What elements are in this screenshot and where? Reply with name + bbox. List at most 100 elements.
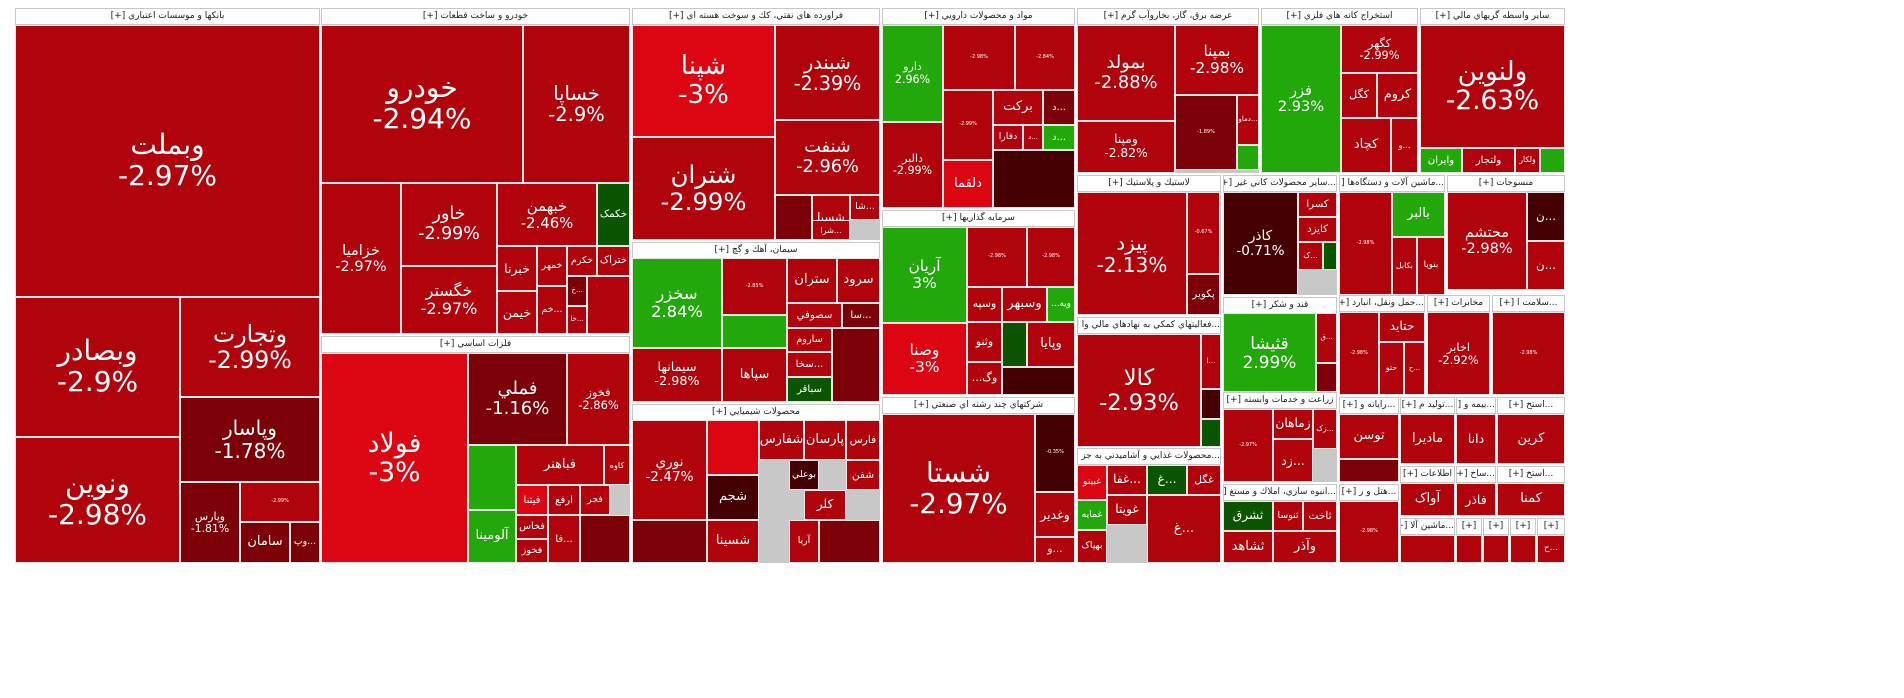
stock-tile[interactable]: ولنوين -2.63%	[1420, 25, 1565, 148]
stock-tile[interactable]: شرا...	[812, 220, 850, 240]
stock-tile[interactable]: -2.98%	[1339, 192, 1392, 295]
stock-tile[interactable]: غ...	[1147, 495, 1221, 563]
stock-tile[interactable]: فزر 2.93%	[1261, 25, 1341, 173]
sector-title-expand[interactable]: زراعت و خدمات وابسته [+]	[1224, 393, 1336, 408]
stock-tile[interactable]	[1002, 367, 1075, 395]
stock-tile[interactable]	[1316, 363, 1337, 392]
sector-title-expand[interactable]: ...هتل و ر [+]	[1340, 485, 1398, 500]
stock-tile[interactable]: کگل	[1341, 73, 1377, 118]
stock-tile[interactable]: زک...	[1313, 409, 1337, 449]
stock-tile[interactable]: -2.97%	[1223, 409, 1273, 482]
stock-tile[interactable]: حتايد	[1379, 312, 1425, 342]
stock-tile[interactable]	[1002, 322, 1027, 367]
stock-tile[interactable]: دارو 2.96%	[882, 25, 943, 122]
stock-tile[interactable]: وغدير	[1035, 492, 1075, 537]
sector-title-expand[interactable]: [+]	[1484, 519, 1508, 534]
stock-tile[interactable]: خاور -2.99%	[401, 183, 497, 266]
stock-tile[interactable]: ثاخت	[1303, 501, 1337, 531]
sector-title-expand[interactable]: [+]	[1538, 519, 1564, 534]
stock-tile[interactable]: و...	[1035, 537, 1075, 563]
stock-tile[interactable]: وسپه	[967, 287, 1002, 322]
stock-tile[interactable]: د...	[1043, 125, 1075, 150]
stock-tile[interactable]: بهپاک	[1077, 530, 1107, 563]
stock-tile[interactable]: آلومينا	[468, 510, 516, 563]
stock-tile[interactable]: خساپا -2.9%	[523, 25, 630, 183]
sector-title-expand[interactable]: ...سلامت ا [+]	[1493, 296, 1564, 311]
stock-tile[interactable]: ...ويه	[1047, 287, 1075, 322]
sector-title-expand[interactable]: استخراج کانه هاي فلزي [+]	[1262, 9, 1417, 24]
sector-title-expand[interactable]: محصولات شيميايي [+]	[633, 405, 879, 420]
stock-tile[interactable]: خمهر	[537, 246, 567, 286]
sector-title-expand[interactable]: فلزات اساسي [+]	[322, 337, 629, 352]
sector-title-expand[interactable]: ...حمل ونقل، انبارد [+]	[1340, 296, 1424, 311]
stock-tile[interactable]: -2.98%	[1339, 312, 1379, 395]
stock-tile[interactable]: دماو...	[1237, 95, 1259, 145]
sector-title-expand[interactable]: فراورده هاي نفتي، كك و سوخت هسته اي [+]	[633, 9, 879, 24]
stock-tile[interactable]: وصنا -3%	[882, 323, 967, 395]
stock-tile[interactable]: دانا	[1456, 414, 1496, 464]
stock-tile[interactable]: وآذر	[1273, 531, 1337, 563]
stock-tile[interactable]: ح...	[1404, 342, 1425, 395]
stock-tile[interactable]: -0.35%	[1035, 414, 1075, 492]
stock-tile[interactable]: ...وگ	[967, 362, 1002, 395]
sector-title-expand[interactable]: ...ساير محصولات كاني غير [+]	[1224, 176, 1336, 191]
stock-tile[interactable]: خا...	[567, 306, 587, 334]
stock-tile[interactable]: سرود	[837, 258, 880, 303]
stock-tile[interactable]: -1.89%	[1175, 95, 1237, 170]
stock-tile[interactable]	[819, 520, 880, 563]
stock-tile[interactable]: غمايه	[1077, 500, 1107, 530]
stock-tile[interactable]: فا...	[548, 515, 580, 563]
sector-title-expand[interactable]: منسوجات [+]	[1448, 176, 1564, 191]
stock-tile[interactable]: ساروم	[787, 328, 832, 352]
stock-tile[interactable]	[722, 315, 787, 348]
stock-tile[interactable]	[1483, 535, 1509, 563]
stock-tile[interactable]: بمولد -2.88%	[1077, 25, 1175, 121]
sector-title-expand[interactable]: مخابرات [+]	[1428, 296, 1489, 311]
sector-title-expand[interactable]: ...بيمه و [+]	[1457, 398, 1495, 413]
stock-tile[interactable]: فخاس	[516, 515, 548, 539]
stock-tile[interactable]: وثنو	[967, 322, 1002, 362]
stock-tile[interactable]: د...	[1043, 90, 1075, 125]
sector-title-expand[interactable]: [+]	[1511, 519, 1535, 534]
stock-tile[interactable]: فولاد -3%	[321, 353, 468, 563]
stock-tile[interactable]: آواک	[1400, 483, 1455, 516]
stock-tile[interactable]: کگهر -2.99%	[1341, 25, 1418, 73]
stock-tile[interactable]: شپنا -3%	[632, 25, 775, 137]
stock-tile[interactable]: فباهنر	[516, 445, 604, 485]
stock-tile[interactable]: غگل	[1187, 465, 1221, 495]
stock-tile[interactable]	[1540, 148, 1565, 173]
sector-title-expand[interactable]: مواد و محصولات دارويي [+]	[883, 9, 1074, 24]
stock-tile[interactable]	[1323, 242, 1337, 270]
stock-tile[interactable]: ارفع	[548, 485, 580, 515]
stock-tile[interactable]: قثيشا 2.99%	[1223, 313, 1316, 392]
stock-tile[interactable]: -0.67%	[1187, 192, 1220, 274]
stock-tile[interactable]: ثشرق	[1223, 501, 1273, 531]
stock-tile[interactable]: ا...	[1201, 334, 1221, 389]
stock-tile[interactable]: -2.98%	[1492, 312, 1565, 395]
sector-title-expand[interactable]: سيمان، آهك و گچ [+]	[633, 243, 879, 258]
stock-tile[interactable]: ستران	[787, 258, 837, 303]
stock-tile[interactable]: خ...	[567, 276, 587, 306]
stock-tile[interactable]	[580, 515, 630, 563]
stock-tile[interactable]: بالبر	[1392, 192, 1445, 237]
stock-tile[interactable]: وتجارت -2.99%	[180, 297, 320, 397]
stock-tile[interactable]: کاوه	[604, 445, 630, 485]
sector-title-expand[interactable]: [+]	[1457, 519, 1481, 534]
stock-tile[interactable]: سپاها	[722, 348, 787, 402]
stock-tile[interactable]: غفا...	[1107, 465, 1147, 495]
stock-tile[interactable]: وايران	[1420, 148, 1462, 173]
sector-title-expand[interactable]: عرضه برق، گاز، بخاروآب گرم [+]	[1078, 9, 1258, 24]
stock-tile[interactable]: ونوين -2.98%	[15, 437, 180, 563]
sector-title-expand[interactable]: ...توليد م [+]	[1401, 398, 1454, 413]
stock-tile[interactable]: آريان 3%	[882, 227, 967, 323]
stock-tile[interactable]: وپايا	[1027, 322, 1075, 367]
stock-tile[interactable]: سخزر 2.84%	[632, 258, 722, 348]
stock-tile[interactable]: شا...	[850, 195, 880, 220]
stock-tile[interactable]: کمنا	[1497, 483, 1565, 516]
stock-tile[interactable]: کرين	[1497, 414, 1565, 464]
sector-title-expand[interactable]: قند و شكر [+]	[1224, 298, 1336, 313]
stock-tile[interactable]: وپارس -1.81%	[180, 482, 240, 563]
stock-tile[interactable]: خگستر -2.97%	[401, 266, 497, 334]
stock-tile[interactable]: ن...	[1527, 192, 1565, 241]
stock-tile[interactable]: بنويا	[1417, 237, 1445, 295]
